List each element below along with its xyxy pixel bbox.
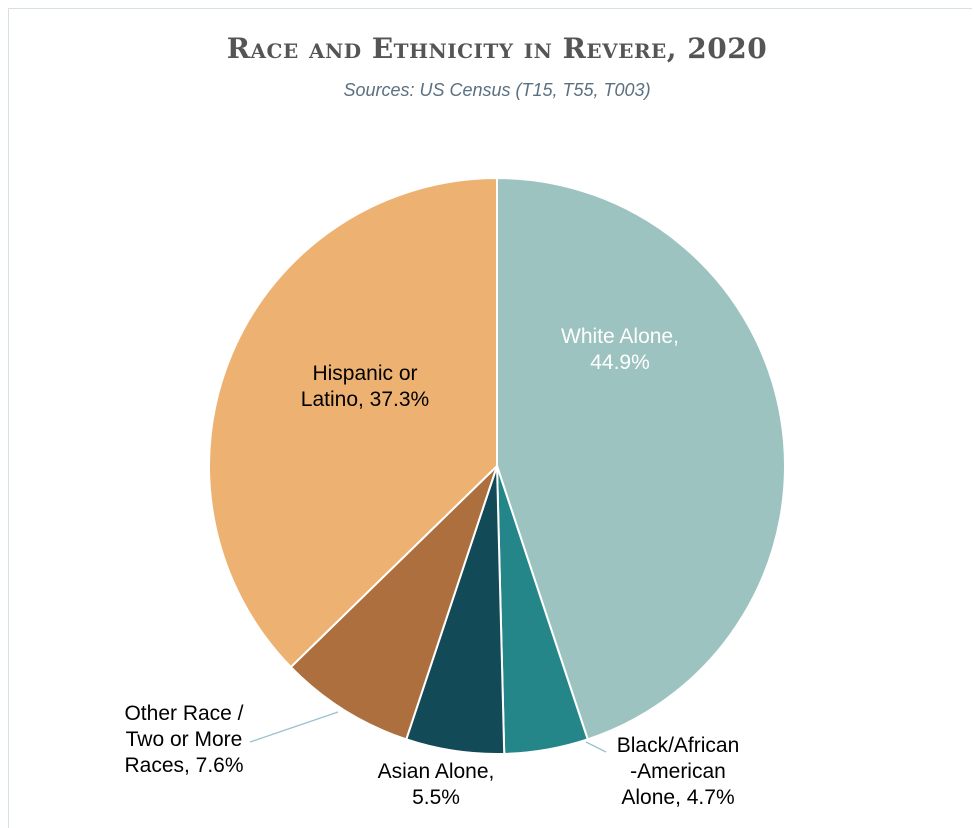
slice-data-label: Other Race / Two or More Races, 7.6%	[124, 702, 243, 777]
chart-frame	[8, 8, 972, 828]
chart-subtitle: Sources: US Census (T15, T55, T003)	[343, 80, 651, 100]
slice-data-label: Hispanic or Latino, 37.3%	[301, 362, 429, 411]
pie-slice	[289, 465, 498, 741]
leader-line	[585, 741, 607, 753]
chart-title: Race and Ethnicity in Revere, 2020	[226, 32, 768, 65]
slice-data-label: Black/African -American Alone, 4.7%	[617, 734, 740, 809]
leader-line	[249, 711, 339, 743]
slice-data-label: Asian Alone, 5.5%	[378, 760, 495, 809]
pie-slice	[208, 176, 498, 669]
pie-slice	[496, 176, 786, 741]
slice-data-label: White Alone, 44.9%	[561, 325, 679, 374]
